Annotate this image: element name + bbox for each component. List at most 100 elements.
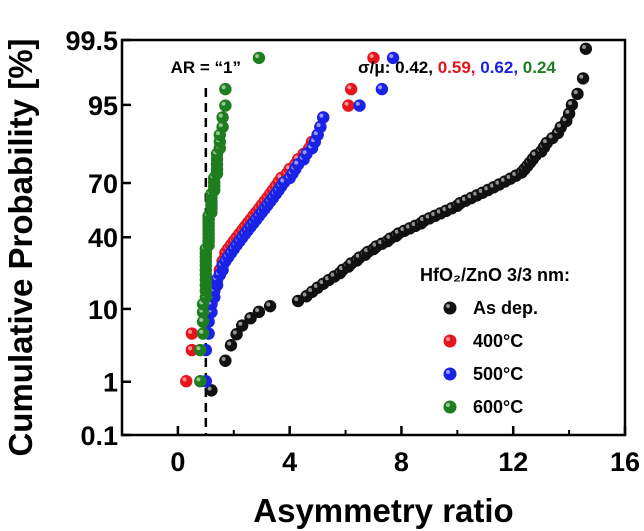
data-point-highlight xyxy=(467,194,472,199)
y-tick-label: 10 xyxy=(88,295,118,325)
data-point xyxy=(263,299,277,313)
data-point-highlight xyxy=(221,85,226,90)
y-tick-label: 0.1 xyxy=(80,421,118,451)
data-point-highlight xyxy=(221,101,226,106)
data-point-highlight xyxy=(364,248,369,253)
data-point-highlight xyxy=(579,74,584,79)
sigma-mu-value: 0.59, xyxy=(438,58,481,77)
data-point-highlight xyxy=(294,297,299,302)
data-point-highlight xyxy=(188,346,193,351)
data-point-highlight xyxy=(442,207,447,212)
data-point-highlight xyxy=(188,329,193,334)
data-point-highlight xyxy=(461,196,466,201)
data-point-highlight xyxy=(473,191,478,196)
data-point xyxy=(224,339,238,352)
legend-marker xyxy=(443,301,457,315)
data-point-highlight xyxy=(355,101,360,106)
data-point-highlight xyxy=(355,253,360,258)
sigma-mu-value: 0.24 xyxy=(523,58,557,77)
data-point xyxy=(219,82,232,96)
data-point-highlight xyxy=(531,151,536,156)
legend-title: HfO₂/ZnO 3/3 nm: xyxy=(420,265,570,285)
data-point-highlight xyxy=(246,314,251,319)
data-point-highlight xyxy=(389,54,394,59)
data-point-highlight xyxy=(280,178,285,183)
data-point-highlight xyxy=(378,85,383,90)
data-point-highlight xyxy=(456,199,461,204)
data-point xyxy=(571,87,584,101)
data-point xyxy=(219,99,232,112)
data-point-highlight xyxy=(573,90,578,95)
x-tick-label: 16 xyxy=(610,447,640,477)
sigma-mu-value: 0.62, xyxy=(480,58,523,77)
data-point-highlight xyxy=(394,229,399,234)
data-point-highlight xyxy=(378,239,383,244)
data-point xyxy=(342,99,355,112)
data-point-highlight xyxy=(285,165,290,170)
data-point-highlight xyxy=(372,242,377,247)
data-point xyxy=(219,354,232,367)
data-point xyxy=(317,111,330,124)
data-point-highlight xyxy=(369,54,374,59)
chart-text-layer: 0 4 8 12 16 0.1 1 10 40 70 95 99.5 Asymmetry ratio Cu… xyxy=(2,26,640,529)
legend-marker xyxy=(443,400,457,414)
legend-marker-highlight xyxy=(446,337,450,341)
data-point-highlight xyxy=(400,227,405,232)
data-point-highlight xyxy=(420,217,424,222)
series-as-dep- xyxy=(205,42,593,397)
data-point xyxy=(344,82,358,96)
legend-label: 500°C xyxy=(473,364,523,384)
data-point-highlight xyxy=(196,377,201,382)
data-point-highlight xyxy=(406,224,411,229)
data-point-highlight xyxy=(308,288,313,293)
data-point-highlight xyxy=(218,113,223,118)
data-point-highlight xyxy=(316,123,321,128)
data-point-highlight xyxy=(218,123,223,128)
data-point-highlight xyxy=(330,272,335,277)
legend-marker-highlight xyxy=(446,304,450,308)
data-point-highlight xyxy=(489,183,494,188)
sigma-mu-prefix: σ/μ: xyxy=(358,58,395,77)
legend-marker-highlight xyxy=(446,403,450,407)
data-point-highlight xyxy=(196,346,201,351)
data-point-highlight xyxy=(319,113,324,118)
sigma-mu-value: 0.42, xyxy=(395,58,438,77)
data-point-highlight xyxy=(199,329,204,334)
data-point-highlight xyxy=(313,283,318,288)
legend-label: 400°C xyxy=(473,331,523,351)
data-points-layer xyxy=(180,42,593,397)
data-point xyxy=(353,99,366,112)
data-point-highlight xyxy=(207,386,212,391)
data-point-highlight xyxy=(344,101,349,106)
data-point-highlight xyxy=(431,212,436,217)
data-point-highlight xyxy=(568,101,573,106)
x-tick-label: 8 xyxy=(394,447,409,477)
data-point-highlight xyxy=(495,180,500,185)
data-point xyxy=(252,305,266,319)
data-point-highlight xyxy=(542,139,547,144)
legend-marker xyxy=(443,367,457,381)
data-point-highlight xyxy=(199,317,204,322)
data-point-highlight xyxy=(221,356,226,361)
legend: HfO₂/ZnO 3/3 nm: As dep. 400°C 500°C 600°C xyxy=(420,265,570,417)
sigma-mu-annotation: σ/μ: 0.42, 0.59, 0.62, 0.24 xyxy=(358,58,556,77)
data-point xyxy=(375,82,389,96)
data-point-highlight xyxy=(302,292,307,297)
x-tick-label: 12 xyxy=(498,447,528,477)
data-point-highlight xyxy=(319,279,324,284)
data-point-highlight xyxy=(324,276,329,281)
data-point-highlight xyxy=(411,222,416,227)
y-tick-label: 70 xyxy=(88,169,118,199)
data-point xyxy=(196,327,210,340)
data-point xyxy=(185,327,199,340)
data-point-highlight xyxy=(313,131,318,136)
data-point-highlight xyxy=(512,171,517,176)
data-point-highlight xyxy=(338,265,343,270)
data-point-highlight xyxy=(447,204,452,209)
data-point-highlight xyxy=(501,177,506,182)
data-point-highlight xyxy=(556,123,561,128)
x-tick-label: 0 xyxy=(170,447,185,477)
data-point xyxy=(252,51,266,65)
data-point-highlight xyxy=(266,302,271,307)
